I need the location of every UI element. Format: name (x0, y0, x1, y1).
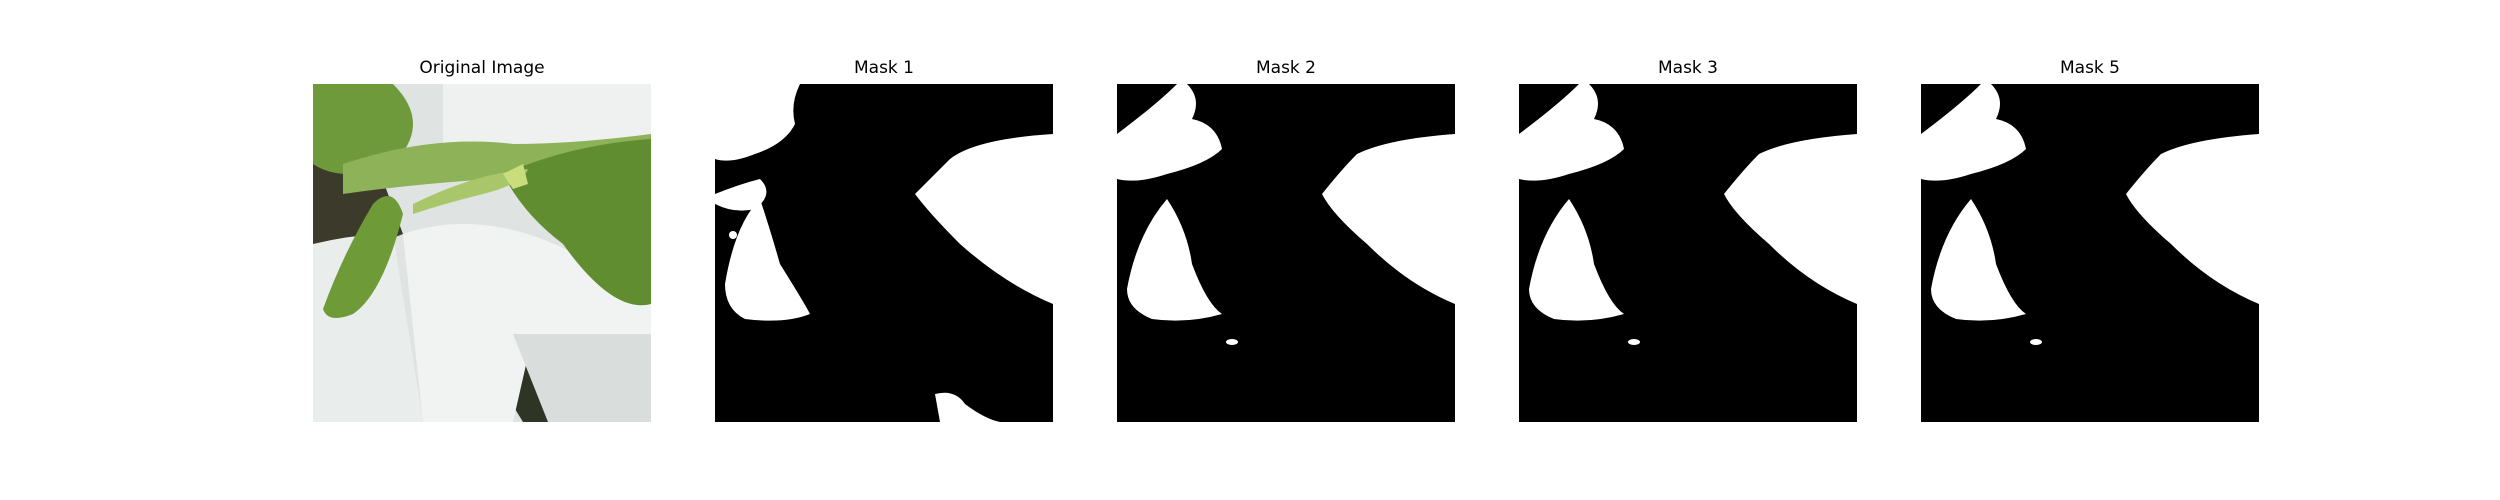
mask-3-image (1519, 84, 1857, 422)
panel-title: Mask 5 (2059, 58, 2120, 78)
mask-5-image (1921, 84, 2259, 422)
mask-image (1117, 84, 1455, 422)
mask-image (1519, 84, 1857, 422)
plant-photo (313, 84, 651, 422)
mask-image (715, 84, 1053, 422)
panel-title: Mask 3 (1657, 58, 1718, 78)
panel-title: Original Image (419, 58, 545, 78)
panel-title: Mask 2 (1255, 58, 1316, 78)
panel-title: Mask 1 (853, 58, 914, 78)
original-photo (313, 84, 651, 422)
mask-image (1921, 84, 2259, 422)
mask-1-image (715, 84, 1053, 422)
mask-2-image (1117, 84, 1455, 422)
